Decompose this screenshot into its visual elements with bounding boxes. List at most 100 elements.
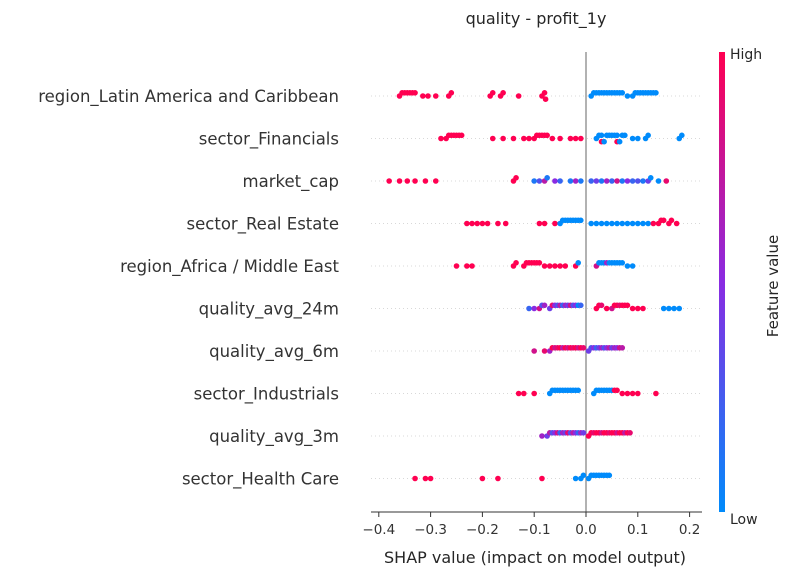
shap-point <box>635 178 641 184</box>
feature-label: sector_Financials <box>199 130 339 150</box>
shap-point <box>629 220 636 227</box>
feature-label: sector_Industrials <box>194 385 339 405</box>
shap-point <box>593 178 600 184</box>
shap-point <box>552 178 558 184</box>
shap-point <box>544 132 550 139</box>
shap-point <box>544 175 550 181</box>
feature-labels: region_Latin America and Caribbean sector… <box>38 87 339 490</box>
shap-point <box>624 390 631 397</box>
feature-label: market_cap <box>243 172 339 192</box>
shap-point <box>539 433 545 439</box>
shap-point <box>614 132 620 139</box>
shap-point <box>578 178 584 184</box>
shap-points <box>386 90 685 482</box>
shap-point <box>479 220 486 227</box>
shap-point <box>453 263 460 269</box>
shap-point <box>557 178 563 184</box>
shap-point <box>578 302 584 309</box>
shap-point <box>603 220 610 227</box>
shap-point <box>536 178 543 184</box>
shap-point <box>645 132 651 139</box>
shap-point <box>469 263 475 269</box>
feature-label: quality_avg_3m <box>209 427 339 447</box>
shap-point <box>580 472 587 479</box>
shap-point <box>655 178 662 184</box>
shap-point <box>645 220 651 227</box>
shap-point <box>588 220 594 227</box>
shap-point <box>635 135 641 142</box>
x-axis-ticks: −0.4 −0.3 −0.2 −0.1 0.0 0.1 0.2 <box>362 512 700 538</box>
shap-point <box>510 135 517 142</box>
shap-point <box>635 220 641 227</box>
shap-point <box>609 220 615 227</box>
x-tick-label: −0.3 <box>414 522 447 538</box>
shap-point <box>531 305 537 312</box>
shap-point <box>663 178 670 184</box>
shap-point <box>425 93 431 99</box>
feature-gridlines <box>371 95 702 479</box>
shap-point <box>603 305 610 312</box>
shap-point <box>629 263 636 269</box>
shap-point <box>412 178 418 184</box>
shap-point <box>627 430 633 436</box>
shap-point <box>567 135 574 142</box>
x-axis-label: SHAP value (impact on model output) <box>384 548 686 567</box>
feature-label: quality_avg_24m <box>199 300 339 320</box>
shap-point <box>495 220 501 227</box>
shap-point <box>666 305 672 312</box>
shap-point <box>536 260 543 266</box>
shap-point <box>619 178 626 184</box>
shap-point <box>598 220 605 227</box>
shap-point <box>647 175 654 181</box>
shap-point <box>567 178 574 184</box>
shap-point <box>622 132 628 139</box>
feature-label: sector_Health Care <box>182 470 339 490</box>
shap-point <box>575 387 582 394</box>
shap-point <box>515 390 522 397</box>
shap-point <box>640 305 646 312</box>
shap-point <box>458 132 465 139</box>
shap-point <box>386 178 392 184</box>
shap-point <box>438 135 444 142</box>
shap-point <box>489 90 496 96</box>
shap-point <box>572 475 579 482</box>
shap-point <box>515 93 522 99</box>
shap-point <box>619 260 626 266</box>
shap-point <box>629 135 636 142</box>
shap-point <box>546 263 553 269</box>
shap-point <box>531 178 537 184</box>
shap-point <box>624 178 631 184</box>
x-tick-label: 0.1 <box>627 522 648 538</box>
shap-point <box>464 220 470 227</box>
shap-point <box>619 90 626 96</box>
feature-label: region_Latin America and Caribbean <box>38 87 339 107</box>
shap-point <box>572 135 579 142</box>
x-tick-label: 0.2 <box>679 522 700 538</box>
shap-point <box>588 178 594 184</box>
shap-point <box>489 135 496 142</box>
shap-point <box>676 305 683 312</box>
shap-point <box>502 220 509 227</box>
shap-point <box>420 93 426 99</box>
shap-point <box>578 135 584 142</box>
shap-point <box>479 475 486 482</box>
feature-label: quality_avg_6m <box>209 342 339 362</box>
shap-point <box>536 220 543 227</box>
shap-point <box>572 178 579 184</box>
shap-point <box>562 263 569 269</box>
shap-point <box>598 132 605 139</box>
shap-point <box>469 220 475 227</box>
shap-point <box>679 132 685 139</box>
shap-point <box>578 217 584 224</box>
shap-point <box>521 135 527 142</box>
shap-point <box>541 348 548 354</box>
shap-point <box>660 305 667 312</box>
shap-point <box>412 90 418 96</box>
shap-point <box>500 135 506 142</box>
shap-point <box>653 90 659 96</box>
shap-point <box>619 220 626 227</box>
shap-point <box>541 302 548 309</box>
shap-point <box>427 475 434 482</box>
shap-point <box>614 387 620 394</box>
shap-point <box>526 135 532 142</box>
